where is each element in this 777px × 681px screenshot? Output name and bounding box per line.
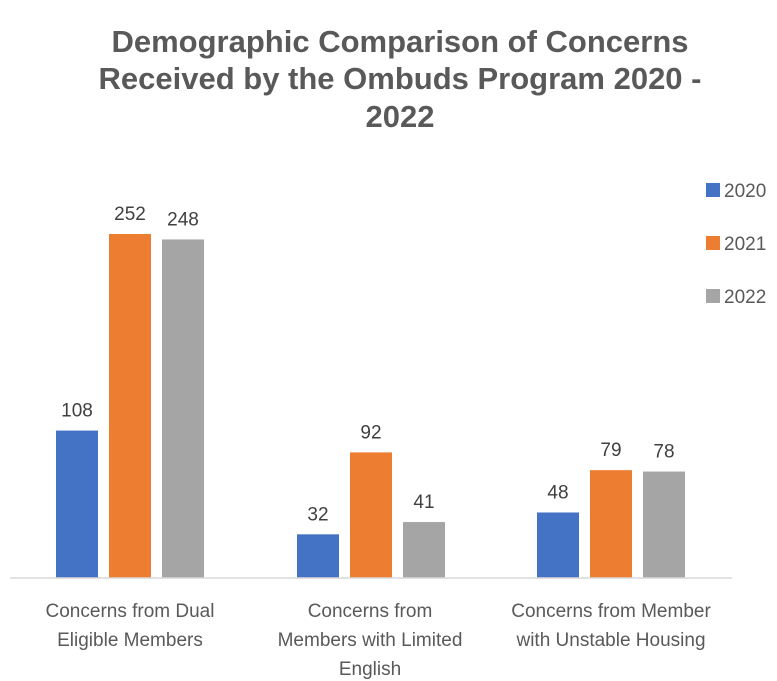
plot-area: 108 252 248 32 92 41 48 79 78	[56, 204, 685, 578]
data-label: 108	[61, 401, 93, 422]
bar-2021-1	[350, 452, 392, 578]
chart-title: Demographic Comparison of ConcernsReceiv…	[99, 24, 702, 134]
data-label: 32	[307, 504, 328, 525]
category-label: Eligible Members	[57, 630, 203, 651]
category-label: Concerns from Dual	[46, 601, 215, 622]
data-label: 41	[413, 492, 434, 513]
bar-2022-2	[643, 471, 685, 578]
data-label: 252	[114, 204, 146, 225]
legend-label: 2022	[724, 287, 766, 308]
chart-title-line: Received by the Ombuds Program 2020 -	[99, 61, 702, 96]
data-label: 248	[167, 209, 199, 230]
legend-swatch-2021	[706, 236, 720, 250]
category-axis-labels: Concerns from Dual Eligible Members Concer…	[46, 601, 712, 680]
bar-2020-1	[297, 534, 339, 578]
category-label: with Unstable Housing	[515, 630, 705, 651]
bar-2022-0	[162, 239, 204, 578]
legend-label: 2020	[724, 181, 766, 202]
category-label: Concerns from	[308, 601, 433, 622]
bar-2020-0	[56, 430, 98, 578]
data-label: 92	[360, 422, 381, 443]
bar-2020-2	[537, 512, 579, 578]
bar-2022-1	[403, 522, 445, 578]
category-label: English	[339, 659, 401, 680]
chart-title-line: Demographic Comparison of Concerns	[111, 24, 688, 59]
data-label: 48	[547, 482, 568, 503]
legend-swatch-2020	[706, 183, 720, 197]
data-label: 78	[653, 442, 674, 463]
legend: 2020 2021 2022	[706, 181, 766, 308]
category-label: Members with Limited	[278, 630, 463, 651]
legend-swatch-2022	[706, 289, 720, 303]
category-label: Concerns from Member	[511, 601, 711, 622]
bar-2021-0	[109, 234, 151, 578]
legend-label: 2021	[724, 234, 766, 255]
data-label: 79	[600, 440, 621, 461]
bar-2021-2	[590, 470, 632, 578]
chart-title-line: 2022	[366, 99, 435, 134]
